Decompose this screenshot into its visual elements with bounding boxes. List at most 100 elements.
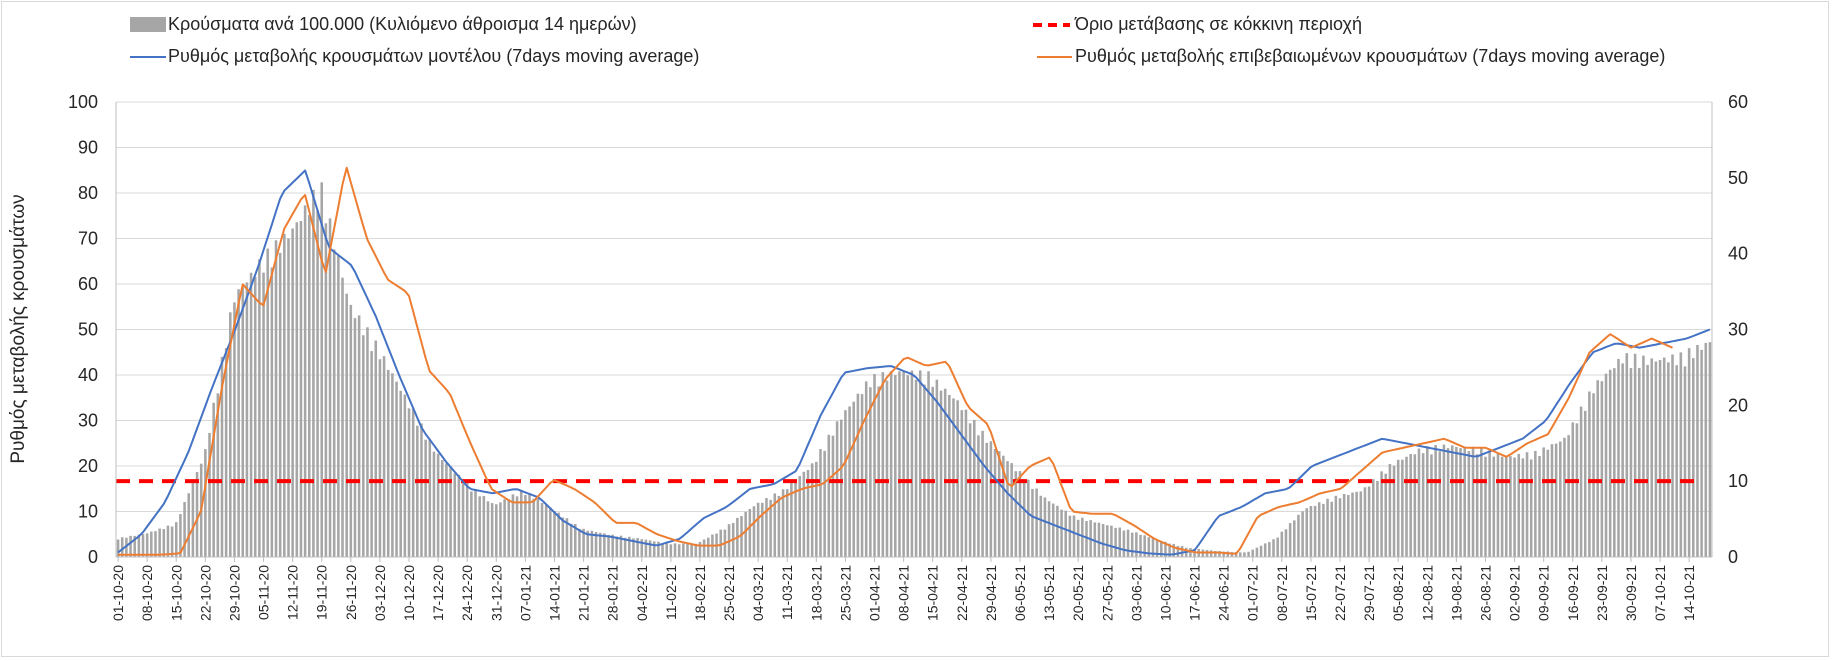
bar bbox=[291, 228, 294, 558]
bar bbox=[1692, 358, 1695, 557]
bar bbox=[1172, 543, 1176, 557]
bar bbox=[395, 381, 398, 557]
y-left-tick-70: 70 bbox=[78, 229, 98, 249]
bar bbox=[1596, 380, 1599, 557]
x-tick-label-02-09-21: 02-09-21 bbox=[1507, 565, 1523, 621]
bar bbox=[1405, 456, 1408, 557]
x-tick-label-25-02-21: 25-02-21 bbox=[721, 565, 737, 621]
bar bbox=[266, 248, 269, 557]
bar bbox=[249, 272, 253, 557]
y-right-tick-60: 60 bbox=[1728, 92, 1748, 112]
bar bbox=[245, 282, 249, 557]
bar bbox=[416, 425, 419, 557]
y-left-tick-10: 10 bbox=[78, 502, 98, 522]
y-left-tick-40: 40 bbox=[78, 365, 98, 385]
bar bbox=[1604, 373, 1608, 557]
bar bbox=[1571, 422, 1575, 557]
bar bbox=[141, 534, 145, 557]
bar bbox=[453, 473, 457, 557]
x-tick-label-08-07-21: 08-07-21 bbox=[1274, 565, 1290, 621]
bar bbox=[220, 356, 224, 557]
bar bbox=[694, 543, 698, 557]
x-tick-label-01-10-20: 01-10-20 bbox=[110, 565, 126, 621]
x-tick-label-19-11-20: 19-11-20 bbox=[314, 565, 330, 620]
bar bbox=[1480, 447, 1483, 557]
bar bbox=[544, 504, 548, 557]
bar bbox=[129, 535, 132, 557]
bar bbox=[1426, 446, 1429, 557]
bar bbox=[1255, 547, 1259, 557]
bar bbox=[528, 492, 531, 557]
bar bbox=[785, 489, 789, 557]
bar bbox=[337, 255, 340, 557]
x-tick-label-09-09-21: 09-09-21 bbox=[1536, 565, 1552, 621]
bar bbox=[1471, 446, 1475, 557]
bar bbox=[1417, 448, 1421, 557]
x-tick-label-10-06-21: 10-06-21 bbox=[1157, 565, 1173, 621]
bar bbox=[1679, 352, 1683, 557]
bar bbox=[910, 370, 914, 557]
bar bbox=[1056, 505, 1059, 557]
bar bbox=[120, 537, 124, 557]
bar bbox=[490, 503, 494, 557]
bar bbox=[465, 482, 469, 557]
bar bbox=[386, 369, 390, 557]
bar bbox=[777, 495, 781, 557]
bar bbox=[856, 393, 860, 557]
bar bbox=[1301, 511, 1304, 557]
bar bbox=[1575, 423, 1579, 557]
legend-confirmed-label: Ρυθμός μεταβολής επιβεβαιωμένων κρουσμάτ… bbox=[1075, 46, 1665, 66]
x-tick-label-31-12-20: 31-12-20 bbox=[488, 565, 504, 621]
bar bbox=[948, 394, 951, 557]
bar bbox=[137, 534, 141, 557]
bar bbox=[1351, 492, 1354, 557]
bar bbox=[1105, 525, 1109, 557]
bar bbox=[374, 340, 378, 557]
x-tick-label-01-07-21: 01-07-21 bbox=[1245, 565, 1261, 621]
bar bbox=[686, 543, 689, 557]
bar bbox=[1039, 495, 1043, 557]
bar bbox=[1396, 459, 1400, 557]
bar bbox=[889, 371, 893, 557]
bar bbox=[844, 410, 847, 557]
bar bbox=[1654, 361, 1658, 557]
bar bbox=[756, 502, 760, 557]
bar bbox=[1027, 479, 1030, 557]
bar bbox=[208, 432, 211, 557]
bar bbox=[1031, 488, 1034, 557]
bar bbox=[1592, 393, 1595, 557]
bar bbox=[981, 430, 984, 557]
bar bbox=[848, 406, 851, 557]
x-tick-label-07-01-21: 07-01-21 bbox=[517, 565, 533, 621]
bar bbox=[765, 497, 768, 557]
bar bbox=[1068, 515, 1072, 557]
bar bbox=[241, 287, 245, 557]
bar bbox=[877, 386, 880, 557]
bar bbox=[1081, 517, 1084, 557]
bar bbox=[1147, 537, 1151, 557]
bar bbox=[1284, 529, 1288, 557]
bar bbox=[1317, 502, 1321, 557]
bar bbox=[1583, 410, 1587, 557]
bar bbox=[669, 544, 673, 557]
bar bbox=[1496, 453, 1500, 557]
bar bbox=[295, 222, 299, 558]
bar bbox=[328, 218, 332, 557]
bar bbox=[939, 390, 943, 557]
bar bbox=[607, 534, 610, 557]
bar bbox=[561, 517, 565, 557]
bar bbox=[573, 524, 577, 557]
bar bbox=[839, 419, 843, 557]
bar bbox=[1513, 457, 1516, 557]
bar bbox=[187, 493, 191, 557]
x-tick-label-27-05-21: 27-05-21 bbox=[1099, 565, 1115, 621]
bar bbox=[1139, 534, 1142, 557]
x-tick-label-12-08-21: 12-08-21 bbox=[1419, 565, 1435, 621]
bar bbox=[1613, 368, 1616, 557]
y-left-tick-100: 100 bbox=[68, 92, 98, 112]
bar bbox=[1010, 463, 1013, 557]
y-right-tick-0: 0 bbox=[1728, 547, 1738, 567]
bar bbox=[179, 514, 182, 557]
x-tick-label-18-03-21: 18-03-21 bbox=[808, 565, 824, 621]
bar bbox=[457, 474, 461, 557]
